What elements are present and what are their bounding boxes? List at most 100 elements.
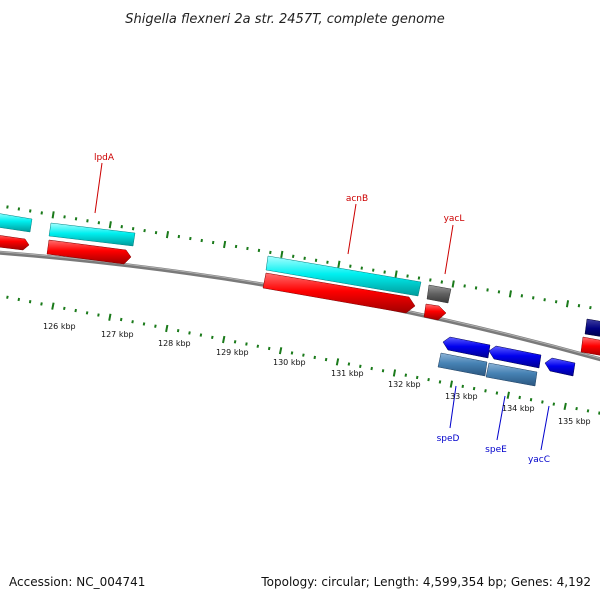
cds-arrow-speE (488, 345, 542, 369)
minor-tick (290, 351, 294, 355)
minor-tick (575, 406, 578, 411)
minor-tick (427, 377, 430, 382)
major-tick (449, 380, 453, 388)
minor-tick (577, 304, 581, 308)
minor-tick (267, 346, 271, 351)
gene-label-speE: speE (485, 445, 507, 455)
minor-tick (497, 290, 501, 294)
minor-tick (486, 288, 489, 292)
minor-tick (461, 384, 464, 388)
major-tick (506, 391, 510, 399)
minor-tick (17, 297, 21, 302)
minor-tick (324, 357, 328, 362)
gene-label-yacL: yacL (444, 214, 465, 224)
minor-tick (177, 234, 181, 239)
cds-arrow-yacL (423, 303, 447, 321)
minor-tick (200, 238, 203, 243)
minor-tick (154, 231, 158, 235)
minor-tick (17, 207, 21, 211)
gene-bar-speD (437, 352, 488, 377)
cds-arrow-right-edge (580, 336, 600, 356)
label-leader-yacL (444, 224, 454, 275)
accession-text: Accession: NC_004741 (9, 575, 145, 589)
minor-tick (586, 409, 590, 413)
minor-tick (554, 300, 558, 304)
minor-tick (86, 219, 89, 223)
minor-tick (74, 217, 78, 221)
minor-tick (381, 369, 385, 373)
minor-tick (359, 364, 362, 368)
minor-tick (438, 380, 442, 384)
minor-tick (257, 248, 261, 253)
major-tick (394, 270, 398, 278)
gene-label-acnB: acnB (346, 194, 368, 204)
cds-arrow-left-edge (0, 235, 30, 251)
major-tick (108, 221, 112, 229)
minor-tick (246, 246, 249, 251)
minor-tick (6, 295, 9, 299)
minor-tick (406, 274, 409, 278)
gene-label-yacC: yacC (528, 455, 550, 465)
minor-tick (154, 324, 157, 328)
minor-tick (484, 389, 487, 393)
minor-tick (63, 306, 66, 311)
gene-bar-acnB (265, 255, 422, 297)
major-tick (280, 250, 284, 258)
inner-tick-marks (6, 295, 600, 415)
minor-tick (417, 276, 421, 280)
minor-tick (589, 305, 592, 310)
scale-label: 135 kbp (558, 417, 591, 426)
gene-bar-yacL (426, 284, 452, 304)
minor-tick (40, 211, 43, 215)
minor-tick (234, 244, 238, 249)
minor-tick (211, 335, 214, 340)
minor-tick (199, 333, 203, 337)
minor-tick (404, 373, 408, 377)
gene-bar-left-edge (0, 213, 33, 233)
minor-tick (120, 225, 123, 229)
scale-label: 127 kbp (101, 330, 134, 339)
label-leader-acnB (347, 203, 357, 255)
minor-tick (29, 209, 32, 213)
major-tick (51, 302, 55, 310)
minor-tick (314, 258, 318, 262)
minor-tick (131, 320, 134, 324)
gene-bar-speE (485, 362, 538, 387)
minor-tick (552, 402, 556, 406)
minor-tick (256, 344, 260, 348)
cds-arrow-speD (442, 336, 491, 359)
minor-tick (211, 240, 215, 245)
gene-bar-lpdA (48, 222, 136, 247)
minor-tick (440, 280, 444, 284)
minor-tick (543, 298, 546, 302)
scale-label: 131 kbp (331, 369, 364, 378)
minor-tick (142, 322, 146, 326)
minor-tick (131, 227, 135, 231)
genome-summary-text: Topology: circular; Length: 4,599,354 bp… (260, 575, 591, 589)
minor-tick (532, 296, 535, 300)
minor-tick (415, 375, 419, 380)
major-tick (508, 290, 512, 298)
scale-label: 134 kbp (502, 404, 535, 413)
minor-tick (463, 284, 466, 288)
minor-tick (40, 302, 43, 306)
scale-label: 128 kbp (158, 339, 191, 348)
cds-arrow-acnB (262, 272, 416, 314)
minor-tick (518, 395, 521, 400)
minor-tick (63, 215, 66, 219)
gene-bar-right-edge (584, 318, 600, 337)
major-tick (565, 300, 570, 308)
major-tick (392, 369, 397, 377)
minor-tick (313, 355, 316, 360)
map-title: Shigella flexneri 2a str. 2457T, complet… (125, 12, 444, 27)
minor-tick (28, 300, 32, 304)
minor-tick (6, 205, 9, 209)
label-leader-lpdA (94, 162, 103, 214)
major-tick (223, 240, 227, 249)
minor-tick (383, 270, 386, 274)
minor-tick (495, 391, 499, 395)
minor-tick (74, 308, 77, 313)
minor-tick (429, 278, 432, 282)
